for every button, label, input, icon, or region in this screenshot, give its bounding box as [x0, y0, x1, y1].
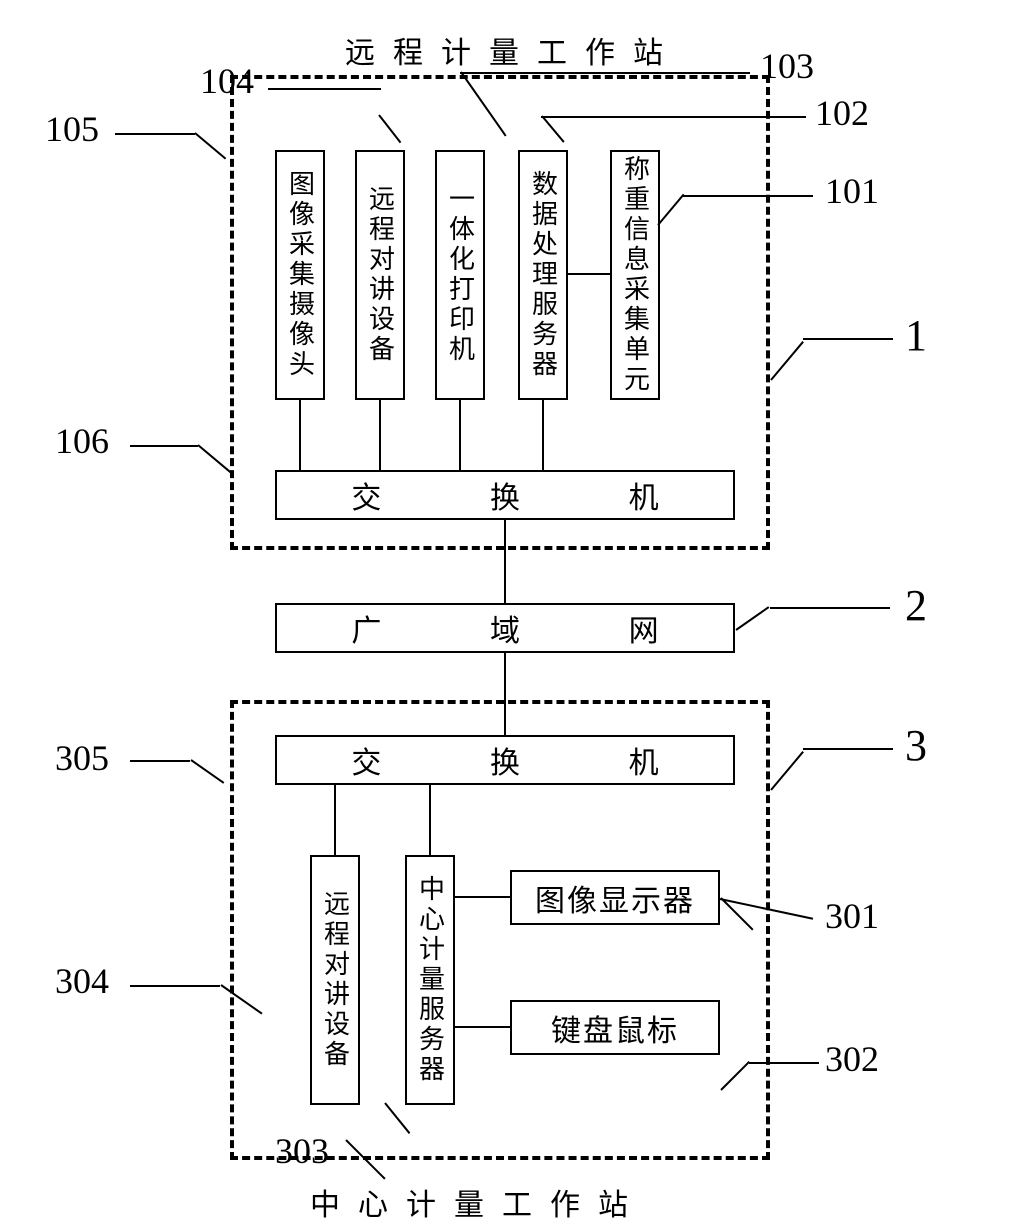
num-1: 1 [905, 310, 927, 361]
conn-dataserver-weighing [568, 273, 610, 275]
leader-106-a [197, 444, 233, 474]
leader-2-h [770, 607, 890, 609]
box-kbmouse: 键盘鼠标 [510, 1000, 720, 1055]
conn-printer-switch [459, 400, 461, 470]
num-106: 106 [55, 420, 109, 462]
num-102: 102 [815, 92, 869, 134]
conn-rswitch-wan [504, 520, 506, 603]
num-101: 101 [825, 170, 879, 212]
leader-305-a [190, 759, 224, 784]
leader-1-a [770, 341, 804, 381]
label-camera: 图像采集摄像头 [282, 170, 319, 380]
num-304: 304 [55, 960, 109, 1002]
label-center-server: 中心计量服务器 [412, 875, 449, 1085]
label-remote-switch: 交换机 [277, 473, 733, 517]
box-remote-switch: 交换机 [275, 470, 735, 520]
num-301: 301 [825, 895, 879, 937]
label-printer: 一体化打印机 [442, 185, 479, 365]
label-display: 图像显示器 [535, 876, 695, 920]
num-103: 103 [760, 45, 814, 87]
title-center: 中心计量工作站 [310, 1180, 646, 1224]
leader-1-h [803, 338, 893, 340]
box-dataserver: 数据处理服务器 [518, 150, 568, 400]
conn-camera-switch [299, 400, 301, 470]
num-104: 104 [200, 60, 254, 102]
leader-305-h [130, 760, 190, 762]
num-3: 3 [905, 720, 927, 771]
leader-302-h [749, 1062, 819, 1064]
leader-3-a [770, 751, 804, 791]
conn-dataserver-switch [542, 400, 544, 470]
box-wan: 广域网 [275, 603, 735, 653]
leader-106-h [130, 445, 198, 447]
label-center-switch: 交换机 [277, 738, 733, 782]
box-remote-intercom: 远程对讲设备 [355, 150, 405, 400]
leader-304-h [130, 985, 220, 987]
label-center-intercom: 远程对讲设备 [317, 890, 354, 1070]
label-kbmouse: 键盘鼠标 [551, 1006, 679, 1050]
box-center-server: 中心计量服务器 [405, 855, 455, 1105]
box-center-intercom: 远程对讲设备 [310, 855, 360, 1105]
leader-101-h [683, 195, 813, 197]
conn-rintercom-switch [379, 400, 381, 470]
box-center-switch: 交换机 [275, 735, 735, 785]
conn-cswitch-cserver [429, 785, 431, 855]
label-remote-intercom: 远程对讲设备 [362, 185, 399, 365]
num-305: 305 [55, 737, 109, 779]
label-dataserver: 数据处理服务器 [525, 170, 562, 380]
leader-2-a [735, 606, 769, 631]
leader-103-h [460, 72, 750, 74]
leader-105-h [115, 133, 195, 135]
conn-server-kbmouse [455, 1026, 510, 1028]
num-105: 105 [45, 108, 99, 150]
leader-3-h [803, 748, 893, 750]
num-2: 2 [905, 580, 927, 631]
title-remote: 远程计量工作站 [345, 28, 681, 72]
num-302: 302 [825, 1038, 879, 1080]
box-weighing: 称重信息采集单元 [610, 150, 660, 400]
conn-wan-cswitch [504, 653, 506, 735]
leader-105-a [194, 132, 226, 159]
leader-102-h [541, 116, 806, 118]
conn-server-display [455, 896, 510, 898]
label-wan: 广域网 [277, 606, 733, 650]
box-camera: 图像采集摄像头 [275, 150, 325, 400]
conn-cswitch-cintercom [334, 785, 336, 855]
box-display: 图像显示器 [510, 870, 720, 925]
label-weighing: 称重信息采集单元 [617, 155, 654, 395]
box-printer: 一体化打印机 [435, 150, 485, 400]
num-303: 303 [275, 1130, 329, 1172]
leader-104-h [268, 88, 381, 90]
